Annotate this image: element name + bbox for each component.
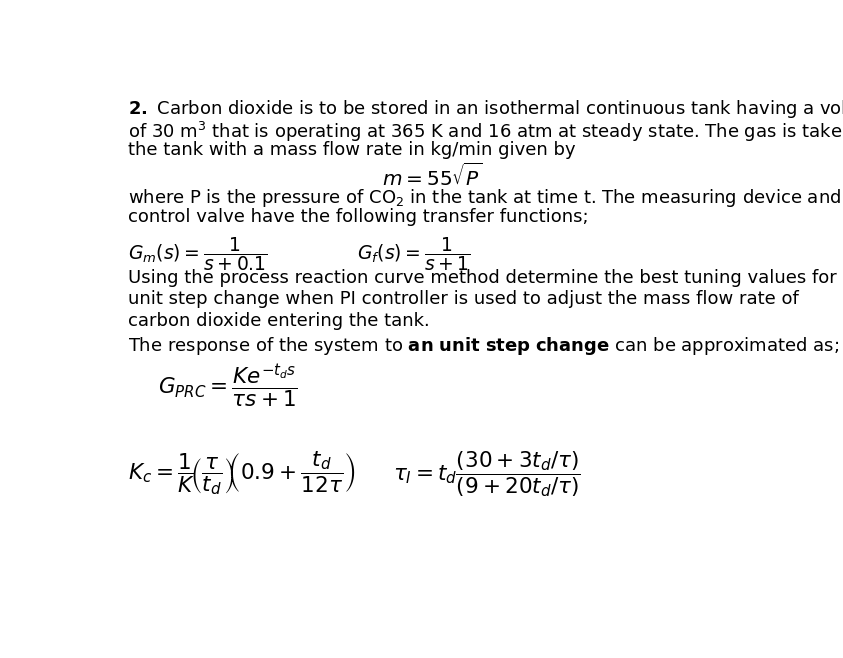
Text: $\tau_I = t_d\dfrac{(30 + 3t_d/\tau)}{(9 + 20t_d/\tau)}$: $\tau_I = t_d\dfrac{(30 + 3t_d/\tau)}{(9… xyxy=(393,449,581,499)
Text: where P is the pressure of CO$_2$ in the tank at time t. The measuring device an: where P is the pressure of CO$_2$ in the… xyxy=(127,187,843,209)
Text: $K_c = \dfrac{1}{K}\!\left(\dfrac{\tau}{t_d}\right)\!\!\left(0.9 + \dfrac{t_d}{1: $K_c = \dfrac{1}{K}\!\left(\dfrac{\tau}{… xyxy=(127,449,356,497)
Text: the tank with a mass flow rate in kg/min given by: the tank with a mass flow rate in kg/min… xyxy=(127,141,575,159)
Text: unit step change when PI controller is used to adjust the mass flow rate of: unit step change when PI controller is u… xyxy=(127,290,798,308)
Text: Using the process reaction curve method determine the best tuning values for: Using the process reaction curve method … xyxy=(127,269,836,287)
Text: carbon dioxide entering the tank.: carbon dioxide entering the tank. xyxy=(127,311,429,330)
Text: of 30 m$^3$ that is operating at 365 K and 16 atm at steady state. The gas is ta: of 30 m$^3$ that is operating at 365 K a… xyxy=(127,120,843,143)
Text: $\mathbf{2.}$ Carbon dioxide is to be stored in an isothermal continuous tank ha: $\mathbf{2.}$ Carbon dioxide is to be st… xyxy=(127,98,843,120)
Text: $G_f(s) = \dfrac{1}{s+1}$: $G_f(s) = \dfrac{1}{s+1}$ xyxy=(357,235,470,273)
Text: $G_{PRC} = \dfrac{Ke^{-t_d s}}{\tau s + 1}$: $G_{PRC} = \dfrac{Ke^{-t_d s}}{\tau s + … xyxy=(158,363,298,411)
Text: $G_m(s) = \dfrac{1}{s+0.1}$: $G_m(s) = \dfrac{1}{s+0.1}$ xyxy=(127,235,267,273)
Text: control valve have the following transfer functions;: control valve have the following transfe… xyxy=(127,208,588,226)
Text: $\mathit{m} = 55\sqrt{P}$: $\mathit{m} = 55\sqrt{P}$ xyxy=(382,163,482,190)
Text: The response of the system to $\mathbf{an\ unit\ step\ change}$ can be approxima: The response of the system to $\mathbf{a… xyxy=(127,336,839,357)
